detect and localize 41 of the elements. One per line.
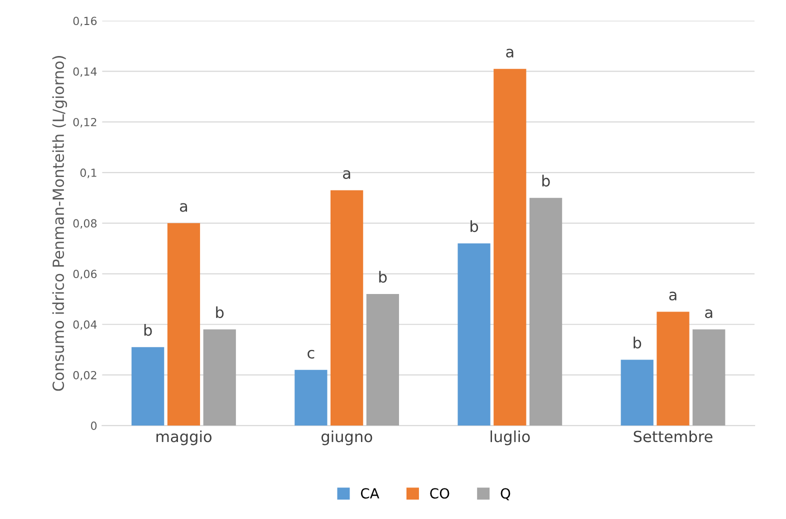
x-tick-label: Settembre	[634, 430, 712, 442]
bar	[656, 312, 690, 426]
y-axis-title: Consumo idrico Penman-Monteith (L/giorno)	[52, 56, 68, 391]
data-label: a	[705, 309, 712, 318]
data-label: a	[506, 48, 514, 58]
bar	[366, 294, 400, 426]
x-tick-label: giugno	[321, 430, 372, 446]
y-tick-label: 0,02	[73, 370, 96, 380]
y-tick-label: 0,1	[80, 168, 96, 178]
data-label: b	[216, 306, 224, 318]
y-tick-label: 0,12	[73, 118, 96, 128]
bar	[294, 370, 328, 426]
data-label: b	[144, 324, 152, 336]
y-tick-label: 0,14	[73, 67, 97, 77]
y-tick-label: 0,06	[73, 270, 97, 280]
bar	[167, 223, 200, 426]
legend-label: Q	[500, 488, 510, 500]
data-label: a	[343, 170, 350, 179]
y-tick-label: 0,04	[73, 320, 97, 330]
bar	[620, 360, 654, 426]
bar	[692, 329, 726, 426]
legend-label: CA	[360, 488, 380, 499]
bar	[458, 243, 490, 426]
data-label: b	[542, 174, 550, 187]
data-label: c	[308, 350, 314, 359]
bar	[529, 198, 562, 426]
bar	[203, 329, 236, 426]
bar	[494, 68, 526, 426]
data-label: a	[669, 292, 676, 300]
y-tick-label: 0	[90, 422, 97, 430]
data-label: b	[634, 336, 642, 349]
y-tick-label: 0,08	[73, 219, 97, 229]
data-label: b	[470, 220, 478, 232]
data-label: a	[180, 203, 188, 212]
x-tick-label: maggio	[156, 430, 212, 446]
bar	[132, 347, 164, 426]
data-label: b	[379, 270, 387, 283]
bar	[330, 190, 364, 426]
y-tick-label: 0,16	[73, 16, 97, 26]
x-tick-label: luglio	[490, 430, 530, 446]
legend-label: CO	[430, 488, 450, 499]
